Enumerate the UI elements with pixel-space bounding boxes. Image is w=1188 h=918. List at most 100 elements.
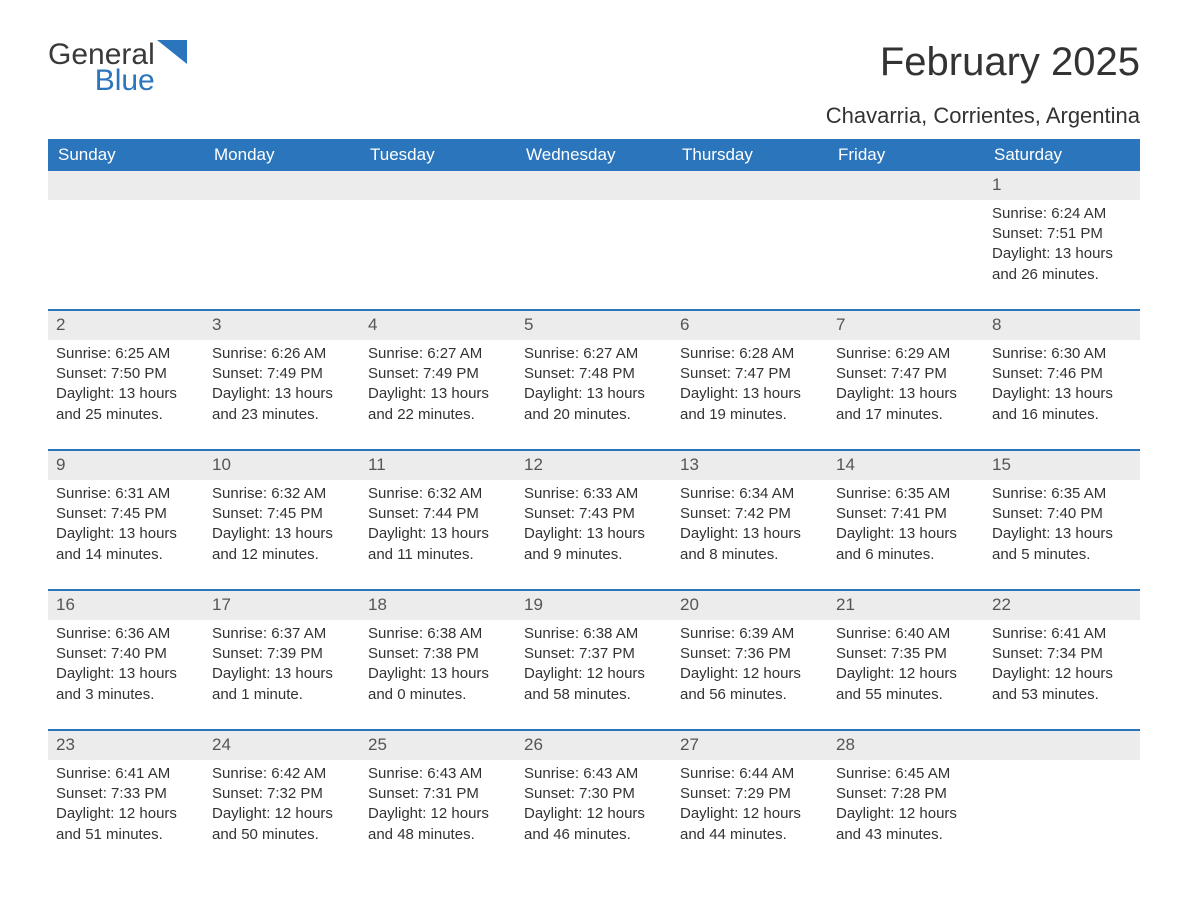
day-sunset: Sunset: 7:40 PM — [992, 504, 1132, 524]
day-sunrise: Sunrise: 6:45 AM — [836, 764, 976, 784]
day-sunset: Sunset: 7:49 PM — [212, 364, 352, 384]
week-row: 2Sunrise: 6:25 AMSunset: 7:50 PMDaylight… — [48, 309, 1140, 433]
day-cell: 27Sunrise: 6:44 AMSunset: 7:29 PMDayligh… — [672, 731, 828, 853]
day-daylight1: Daylight: 12 hours — [680, 664, 820, 684]
day-daylight2: and 56 minutes. — [680, 685, 820, 705]
day-sunset: Sunset: 7:51 PM — [992, 224, 1132, 244]
logo-triangle-icon — [157, 40, 187, 64]
day-number: 5 — [516, 311, 672, 340]
day-daylight1: Daylight: 13 hours — [56, 524, 196, 544]
calendar: SundayMondayTuesdayWednesdayThursdayFrid… — [48, 139, 1140, 853]
day-sunrise: Sunrise: 6:38 AM — [524, 624, 664, 644]
day-daylight2: and 11 minutes. — [368, 545, 508, 565]
day-sunset: Sunset: 7:46 PM — [992, 364, 1132, 384]
day-cell: 12Sunrise: 6:33 AMSunset: 7:43 PMDayligh… — [516, 451, 672, 573]
day-daylight1: Daylight: 13 hours — [212, 524, 352, 544]
day-number: 23 — [48, 731, 204, 760]
day-sunset: Sunset: 7:44 PM — [368, 504, 508, 524]
day-daylight1: Daylight: 13 hours — [992, 244, 1132, 264]
day-number — [672, 171, 828, 200]
day-daylight2: and 12 minutes. — [212, 545, 352, 565]
logo: General Blue — [48, 40, 187, 96]
day-number: 24 — [204, 731, 360, 760]
day-daylight2: and 9 minutes. — [524, 545, 664, 565]
day-cell: 6Sunrise: 6:28 AMSunset: 7:47 PMDaylight… — [672, 311, 828, 433]
day-sunset: Sunset: 7:47 PM — [836, 364, 976, 384]
day-sunset: Sunset: 7:49 PM — [368, 364, 508, 384]
day-sunrise: Sunrise: 6:27 AM — [368, 344, 508, 364]
day-number: 28 — [828, 731, 984, 760]
day-cell: 1Sunrise: 6:24 AMSunset: 7:51 PMDaylight… — [984, 171, 1140, 293]
day-sunset: Sunset: 7:41 PM — [836, 504, 976, 524]
day-cell — [204, 171, 360, 293]
day-number: 13 — [672, 451, 828, 480]
day-sunset: Sunset: 7:42 PM — [680, 504, 820, 524]
day-sunrise: Sunrise: 6:32 AM — [212, 484, 352, 504]
day-daylight2: and 25 minutes. — [56, 405, 196, 425]
day-daylight1: Daylight: 12 hours — [992, 664, 1132, 684]
day-sunrise: Sunrise: 6:26 AM — [212, 344, 352, 364]
day-daylight1: Daylight: 13 hours — [212, 384, 352, 404]
day-sunrise: Sunrise: 6:34 AM — [680, 484, 820, 504]
day-daylight1: Daylight: 13 hours — [212, 664, 352, 684]
day-daylight1: Daylight: 13 hours — [992, 524, 1132, 544]
weekday-header: Sunday — [48, 139, 204, 171]
day-daylight1: Daylight: 12 hours — [836, 804, 976, 824]
day-sunrise: Sunrise: 6:43 AM — [524, 764, 664, 784]
day-sunset: Sunset: 7:47 PM — [680, 364, 820, 384]
day-daylight1: Daylight: 13 hours — [836, 384, 976, 404]
day-daylight2: and 22 minutes. — [368, 405, 508, 425]
day-sunrise: Sunrise: 6:27 AM — [524, 344, 664, 364]
day-daylight1: Daylight: 12 hours — [524, 664, 664, 684]
day-number: 1 — [984, 171, 1140, 200]
day-daylight1: Daylight: 12 hours — [524, 804, 664, 824]
day-sunrise: Sunrise: 6:44 AM — [680, 764, 820, 784]
header: General Blue February 2025 Chavarria, Co… — [48, 40, 1140, 129]
day-cell: 18Sunrise: 6:38 AMSunset: 7:38 PMDayligh… — [360, 591, 516, 713]
day-sunset: Sunset: 7:29 PM — [680, 784, 820, 804]
day-cell — [516, 171, 672, 293]
day-sunrise: Sunrise: 6:32 AM — [368, 484, 508, 504]
day-cell: 13 Sunrise: 6:34 AMSunset: 7:42 PMDayligh… — [672, 451, 828, 573]
day-number: 20 — [672, 591, 828, 620]
day-sunrise: Sunrise: 6:41 AM — [992, 624, 1132, 644]
day-daylight2: and 48 minutes. — [368, 825, 508, 845]
day-sunrise: Sunrise: 6:31 AM — [56, 484, 196, 504]
day-sunrise: Sunrise: 6:36 AM — [56, 624, 196, 644]
day-sunset: Sunset: 7:39 PM — [212, 644, 352, 664]
day-number: 22 — [984, 591, 1140, 620]
day-number: 7 — [828, 311, 984, 340]
day-cell: 20Sunrise: 6:39 AMSunset: 7:36 PMDayligh… — [672, 591, 828, 713]
day-number: 6 — [672, 311, 828, 340]
day-daylight1: Daylight: 13 hours — [680, 524, 820, 544]
day-daylight2: and 46 minutes. — [524, 825, 664, 845]
logo-text: General Blue — [48, 40, 155, 96]
day-number: 10 — [204, 451, 360, 480]
day-sunrise: Sunrise: 6:28 AM — [680, 344, 820, 364]
day-number — [48, 171, 204, 200]
day-sunrise: Sunrise: 6:41 AM — [56, 764, 196, 784]
day-daylight2: and 20 minutes. — [524, 405, 664, 425]
week-row: 1Sunrise: 6:24 AMSunset: 7:51 PMDaylight… — [48, 171, 1140, 293]
week-row: 23Sunrise: 6:41 AMSunset: 7:33 PMDayligh… — [48, 729, 1140, 853]
weekday-header: Saturday — [984, 139, 1140, 171]
day-daylight2: and 6 minutes. — [836, 545, 976, 565]
day-number: 3 — [204, 311, 360, 340]
day-number: 4 — [360, 311, 516, 340]
day-sunrise: Sunrise: 6:39 AM — [680, 624, 820, 644]
day-daylight2: and 23 minutes. — [212, 405, 352, 425]
day-cell: 28Sunrise: 6:45 AMSunset: 7:28 PMDayligh… — [828, 731, 984, 853]
day-cell — [360, 171, 516, 293]
day-number: 11 — [360, 451, 516, 480]
day-number: 12 — [516, 451, 672, 480]
day-number: 21 — [828, 591, 984, 620]
day-number — [360, 171, 516, 200]
day-cell: 11Sunrise: 6:32 AMSunset: 7:44 PMDayligh… — [360, 451, 516, 573]
day-sunset: Sunset: 7:38 PM — [368, 644, 508, 664]
day-daylight1: Daylight: 13 hours — [368, 384, 508, 404]
day-daylight1: Daylight: 13 hours — [524, 524, 664, 544]
day-cell — [48, 171, 204, 293]
day-sunrise: Sunrise: 6:35 AM — [992, 484, 1132, 504]
day-cell: 2Sunrise: 6:25 AMSunset: 7:50 PMDaylight… — [48, 311, 204, 433]
day-daylight2: and 51 minutes. — [56, 825, 196, 845]
